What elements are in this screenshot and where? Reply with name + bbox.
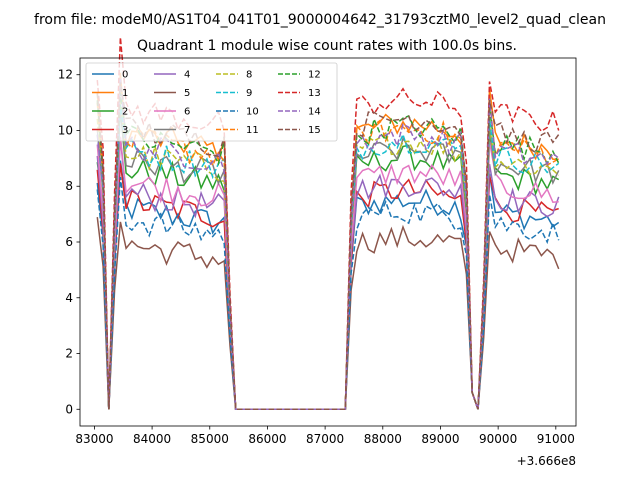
legend-label-8: 8 [246, 70, 252, 81]
legend-label-4: 4 [184, 70, 190, 81]
y-tick-label: 8 [65, 179, 73, 193]
y-tick-label: 12 [58, 68, 73, 82]
x-offset-label: +3.666e8 [517, 454, 576, 468]
legend-label-1: 1 [122, 88, 128, 99]
x-tick-label: 88000 [364, 432, 402, 446]
y-tick-label: 6 [65, 235, 73, 249]
legend-label-3: 3 [122, 125, 128, 136]
y-tick-label: 0 [65, 402, 73, 416]
y-axis: 0 2 4 6 8 10 12 [58, 68, 80, 416]
legend-label-2: 2 [122, 107, 128, 118]
legend-label-9: 9 [246, 88, 252, 99]
series-line-10 [96, 177, 560, 411]
legend-label-10: 10 [246, 107, 259, 118]
legend-label-15: 15 [308, 125, 321, 136]
x-tick-label: 84000 [133, 432, 171, 446]
x-tick-label: 87000 [306, 432, 344, 446]
chart-title: Quadrant 1 module wise count rates with … [137, 38, 517, 54]
legend-box [85, 62, 338, 142]
x-tick-label: 86000 [248, 432, 286, 446]
series-line-8 [96, 99, 560, 411]
legend-label-6: 6 [184, 107, 190, 118]
x-tick-label: 85000 [191, 432, 229, 446]
x-tick-label: 91000 [537, 432, 575, 446]
legend-label-13: 13 [308, 88, 321, 99]
legend-label-7: 7 [184, 125, 190, 136]
y-tick-label: 4 [65, 291, 73, 305]
x-tick-label: 90000 [479, 432, 517, 446]
legend-label-14: 14 [308, 107, 321, 118]
legend-label-12: 12 [308, 70, 321, 81]
legend-label-11: 11 [246, 125, 259, 136]
y-tick-label: 10 [58, 123, 73, 137]
x-tick-label: 83000 [75, 432, 113, 446]
x-axis: 83000 84000 85000 86000 87000 88000 89000 90000… [75, 426, 575, 446]
x-tick-label: 89000 [421, 432, 459, 446]
y-tick-label: 2 [65, 347, 73, 361]
legend-label-0: 0 [122, 70, 128, 81]
file-title: from file: modeM0/AS1T04_041T01_90000046… [34, 12, 606, 28]
legend-label-5: 5 [184, 88, 190, 99]
